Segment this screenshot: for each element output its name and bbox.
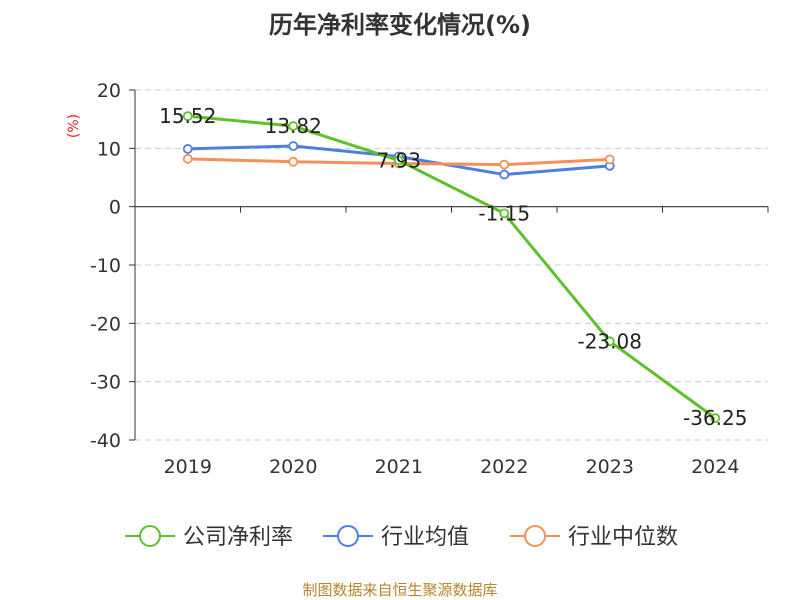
y-tick-label: -20 <box>90 313 121 335</box>
y-tick-label: 10 <box>97 138 121 160</box>
data-point <box>288 141 299 151</box>
y-tick-label: 0 <box>109 197 121 219</box>
legend-marker <box>524 525 546 547</box>
data-point <box>499 169 510 180</box>
series-lines <box>182 111 721 424</box>
data-point <box>182 111 193 122</box>
x-tick-label: 2024 <box>691 456 739 478</box>
legend-item: 行业均值 <box>323 525 469 550</box>
data-label: -36.25 <box>683 406 747 430</box>
legend-marker <box>139 525 161 547</box>
legend-label: 行业中位数 <box>568 525 678 550</box>
data-point <box>710 413 721 424</box>
data-point <box>499 159 510 170</box>
data-label: -23.08 <box>578 329 642 353</box>
data-point <box>499 208 510 219</box>
data-label: 13.82 <box>265 114 322 138</box>
x-tick-label: 2020 <box>269 456 317 478</box>
data-label: 7.93 <box>376 148 421 172</box>
legend-label: 行业均值 <box>381 525 469 550</box>
axes: 20 10 0 -10 -20 -30 -40 2019 2020 2021 2022 2023 202… <box>90 80 769 478</box>
x-tick-label: 2021 <box>375 456 423 478</box>
x-tick-label: 2023 <box>586 456 634 478</box>
data-label: -1.15 <box>478 201 530 225</box>
legend: 公司净利率 行业均值 行业中位数 <box>125 525 678 550</box>
x-tick-label: 2022 <box>480 456 528 478</box>
y-tick-label: -40 <box>90 430 121 452</box>
legend-label: 公司净利率 <box>183 525 293 550</box>
data-point <box>604 154 615 165</box>
source-note: 制图数据来自恒生聚源数据库 <box>302 581 497 599</box>
legend-marker <box>337 525 359 547</box>
chart-title: 历年净利率变化情况(%) <box>269 11 531 39</box>
y-tick-label: 20 <box>97 80 121 102</box>
data-labels: 15.52 13.82 7.93 -1.15 -23.08 -36.25 <box>159 104 747 430</box>
data-point <box>182 144 193 154</box>
data-point <box>288 121 299 131</box>
data-point <box>288 156 299 167</box>
legend-item: 行业中位数 <box>510 525 678 550</box>
y-tick-label: -10 <box>90 255 121 277</box>
data-point <box>182 153 193 164</box>
y-tick-label: -30 <box>90 372 121 394</box>
data-point <box>604 336 615 347</box>
series-0 <box>182 111 721 424</box>
data-label: 15.52 <box>159 104 216 128</box>
data-point <box>393 155 404 166</box>
y-axis-unit-label: (%) <box>66 114 82 138</box>
legend-item: 公司净利率 <box>125 525 293 550</box>
x-tick-label: 2019 <box>164 456 212 478</box>
series-line <box>187 114 717 420</box>
